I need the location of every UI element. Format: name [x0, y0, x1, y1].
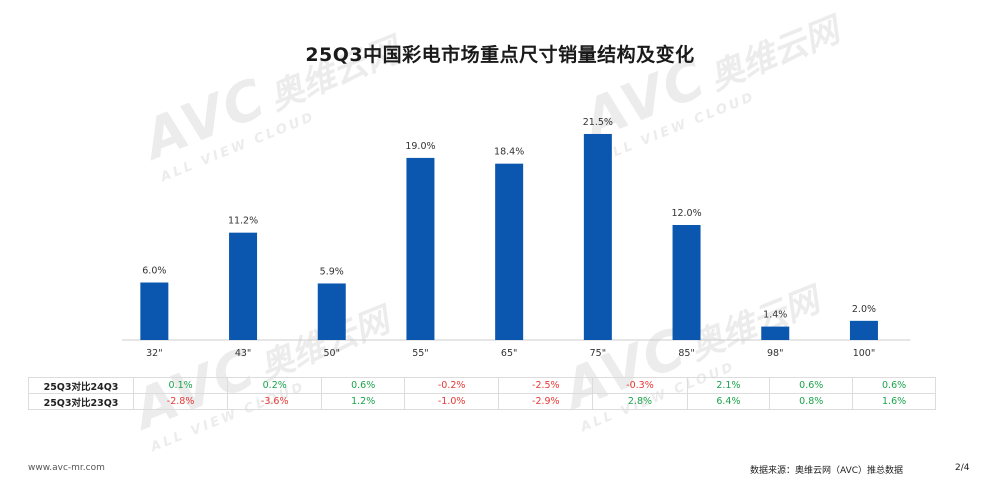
table-cell: -2.9% — [498, 393, 594, 410]
bar — [406, 157, 435, 340]
x-tick-label: 65" — [501, 348, 517, 359]
data-label: 21.5% — [583, 117, 613, 128]
data-label: 5.9% — [320, 266, 344, 277]
table-cell: 2.8% — [592, 393, 688, 410]
data-label: 18.4% — [494, 147, 524, 158]
yoy-table: 25Q3对比24Q3 0.1% 0.2% 0.6% -0.2% -2.5% -0.3% 2.1… — [28, 377, 936, 410]
table-cell: -1.0% — [404, 393, 500, 410]
table-cell: 1.2% — [321, 393, 406, 410]
table-cell: 0.6% — [769, 377, 854, 394]
table-cell: -2.5% — [498, 377, 594, 394]
table-cell: -0.2% — [404, 377, 500, 394]
data-label: 1.4% — [763, 310, 787, 321]
x-tick-label: 32" — [146, 348, 162, 359]
bar — [761, 326, 790, 340]
bar — [317, 283, 346, 340]
table-cell: 0.2% — [227, 377, 323, 394]
table-cell: 0.6% — [852, 377, 936, 394]
bar — [495, 163, 524, 340]
table-cell: -3.6% — [227, 393, 323, 410]
data-label: 2.0% — [852, 304, 876, 315]
x-tick-label: 85" — [678, 348, 694, 359]
bar — [672, 225, 701, 340]
x-tick-label: 75" — [590, 348, 606, 359]
x-tick-label: 98" — [767, 348, 783, 359]
data-source: 数据来源：奥维云网（AVC）推总数据 — [750, 466, 904, 476]
bar — [583, 133, 612, 340]
data-label: 19.0% — [405, 141, 435, 152]
website-url: www.avc-mr.com — [28, 463, 105, 473]
x-tick-label: 55" — [412, 348, 428, 359]
table-cell: 1.6% — [852, 393, 936, 410]
row-label: 25Q3对比24Q3 — [28, 377, 134, 394]
table-row: 25Q3对比23Q3 -2.8% -3.6% 1.2% -1.0% -2.9% 2.8% 6.… — [28, 393, 936, 410]
x-tick-label: 100" — [853, 348, 876, 359]
x-tick-label: 43" — [235, 348, 251, 359]
x-tick-label: 50" — [324, 348, 340, 359]
table-cell: 0.8% — [769, 393, 854, 410]
bar — [849, 320, 878, 340]
data-label: 6.0% — [142, 266, 166, 277]
page-number: 2/4 — [955, 463, 970, 473]
data-label: 12.0% — [671, 208, 701, 219]
table-cell: 0.1% — [132, 377, 229, 394]
table-row: 25Q3对比24Q3 0.1% 0.2% 0.6% -0.2% -2.5% -0.3% 2.1… — [28, 377, 936, 394]
bar — [140, 282, 169, 340]
table-cell: -0.3% — [592, 377, 688, 394]
chart-title: 25Q3中国彩电市场重点尺寸销量结构及变化 — [305, 44, 695, 66]
table-cell: 0.6% — [321, 377, 406, 394]
row-label: 25Q3对比23Q3 — [28, 393, 134, 410]
table-cell: 6.4% — [686, 393, 771, 410]
data-label: 11.2% — [228, 216, 258, 227]
bar — [229, 232, 258, 340]
table-cell: -2.8% — [132, 393, 229, 410]
table-cell: 2.1% — [686, 377, 771, 394]
